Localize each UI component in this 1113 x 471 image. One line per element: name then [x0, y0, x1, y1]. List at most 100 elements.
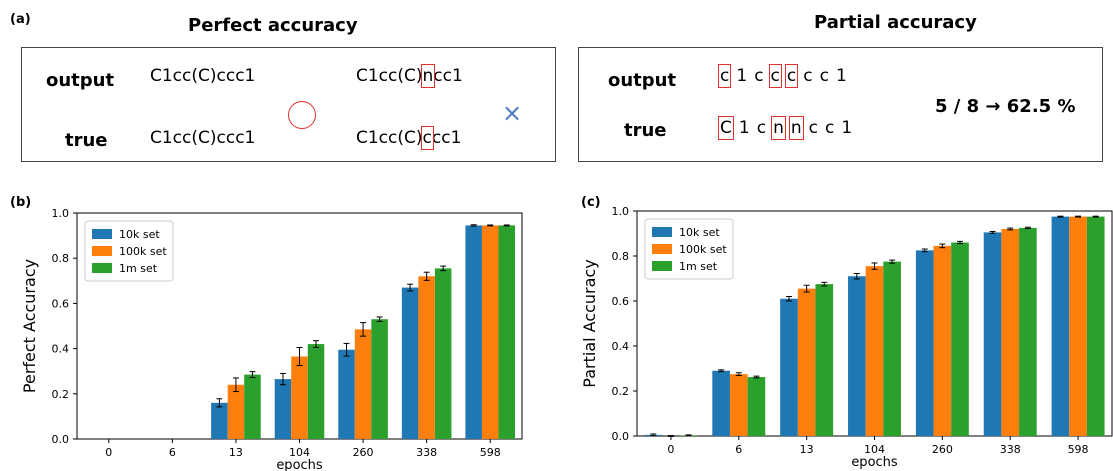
legend-swatch — [92, 263, 112, 273]
bar-100k-set-598 — [1069, 216, 1087, 436]
y-axis-label: Partial Accuracy — [580, 259, 599, 387]
bar-10k-set-104 — [848, 276, 866, 436]
bar-1m-set-598 — [1086, 216, 1105, 436]
x-tick-label: 260 — [932, 443, 953, 456]
bar-100k-set-104 — [291, 356, 308, 439]
example1-true-smiles: C1cc(C)ccc1 — [150, 128, 256, 148]
bar-10k-set-6 — [712, 370, 730, 436]
legend-entry: 1m set — [119, 262, 158, 275]
legend-entry: 10k set — [119, 228, 160, 241]
partial-output-token: 1 — [736, 66, 748, 86]
bar-10k-set-598 — [1051, 216, 1070, 436]
bar-1m-set-338 — [1019, 227, 1037, 436]
example2-output-mismatch: n — [420, 64, 436, 88]
partial-output-token: c — [803, 66, 813, 86]
bar-100k-set-13 — [227, 384, 245, 439]
y-tick-label: 0.6 — [612, 295, 630, 308]
cross-icon: × — [502, 99, 523, 127]
x-tick-label: 6 — [735, 443, 742, 456]
bar-100k-set-104 — [865, 266, 884, 436]
x-tick-label: 13 — [800, 443, 814, 456]
y-tick-label: 1.0 — [52, 207, 70, 220]
y-axis-label: Perfect Accuracy — [20, 259, 39, 393]
circle-icon — [288, 101, 316, 129]
x-axis-label: epochs — [276, 458, 323, 471]
bar-10k-set-260 — [915, 250, 934, 436]
x-tick-label: 0 — [105, 446, 112, 459]
x-tick-label: 260 — [353, 446, 374, 459]
legend-swatch — [92, 246, 112, 256]
x-tick-label: 13 — [229, 446, 243, 459]
example1-output-smiles: C1cc(C)ccc1 — [150, 66, 256, 86]
partial-output-token-highlighted: c — [717, 64, 732, 88]
y-tick-label: 0.8 — [612, 250, 630, 263]
example2-output-suffix: cc1 — [433, 66, 463, 86]
partial-output-token-highlighted: c — [768, 64, 782, 88]
x-axis-label: epochs — [851, 455, 898, 470]
example2-true-suffix: cc1 — [431, 128, 462, 148]
bar-100k-set-260 — [354, 329, 372, 439]
bar-100k-set-6 — [729, 374, 748, 436]
panel-c-label: (c) — [581, 195, 601, 210]
y-tick-label: 0.2 — [612, 385, 630, 398]
y-tick-label: 0.4 — [612, 340, 630, 353]
perfect-accuracy-title: Perfect accuracy — [188, 15, 358, 36]
x-tick-label: 104 — [289, 446, 310, 459]
y-tick-label: 0.0 — [52, 433, 70, 446]
y-tick-label: 0.6 — [52, 297, 70, 310]
panel-b-label: (b) — [10, 195, 32, 210]
legend-swatch — [652, 244, 672, 254]
example2-output-smiles: C1cc(C)ncc1 — [356, 64, 463, 88]
perfect-accuracy-chart: 0.0 0.2 0.4 0.6 0.8 1.0 0 6 13 104 260 338 598 epochs… — [20, 207, 523, 471]
bar-10k-set-598 — [465, 225, 482, 439]
bar-10k-set-338 — [983, 232, 1002, 436]
y-tick-label: 1.0 — [612, 205, 630, 218]
bar-10k-set-338 — [401, 287, 419, 439]
perfect-output-label: output — [46, 70, 115, 91]
bar-10k-set-260 — [338, 349, 355, 439]
bar-1m-set-260 — [951, 242, 969, 436]
legend-entry: 10k set — [679, 226, 720, 239]
y-tick-label: 0.8 — [52, 252, 70, 265]
partial-accuracy-box — [578, 47, 1103, 162]
partial-output-token-highlighted: c — [784, 64, 799, 88]
example2-true-prefix: C1cc(C) — [356, 128, 423, 148]
partial-output-token: c — [754, 66, 764, 86]
bar-1m-set-104 — [307, 344, 325, 439]
perfect-accuracy-box — [21, 47, 556, 162]
legend-swatch — [652, 261, 672, 271]
bar-100k-set-598 — [481, 225, 499, 439]
y-tick-label: 0.2 — [52, 388, 70, 401]
bar-10k-set-13 — [211, 402, 228, 439]
example2-output-prefix: C1cc(C) — [356, 66, 423, 86]
bar-100k-set-338 — [418, 276, 435, 439]
partial-output-token: 1 — [835, 66, 847, 86]
x-tick-label: 0 — [667, 443, 674, 456]
bar-1m-set-598 — [498, 225, 516, 439]
partial-accuracy-result: 5 / 8 → 62.5 % — [935, 96, 1076, 117]
example2-true-mismatch: c — [420, 126, 434, 150]
partial-true-token: c — [808, 118, 818, 138]
panel-a-label: (a) — [10, 12, 31, 27]
bar-10k-set-13 — [780, 298, 798, 436]
legend-entry: 100k set — [119, 245, 167, 258]
x-tick-label: 338 — [1000, 443, 1021, 456]
bar-100k-set-13 — [797, 288, 816, 436]
partial-output-token: c — [819, 66, 829, 86]
y-tick-label: 0.4 — [52, 343, 70, 356]
partial-output-label: output — [608, 70, 677, 91]
partial-accuracy-chart: 0.0 0.2 0.4 0.6 0.8 1.0 0 6 13 104 260 338 598 epochs… — [580, 205, 1113, 470]
bar-1m-set-13 — [244, 374, 261, 439]
x-tick-label: 104 — [864, 443, 885, 456]
legend-entry: 1m set — [679, 260, 718, 273]
bar-1m-set-260 — [371, 319, 388, 439]
partial-true-token: 1 — [738, 118, 750, 138]
bar-1m-set-104 — [883, 261, 901, 436]
partial-true-token: c — [824, 118, 835, 138]
legend-entry: 100k set — [679, 243, 727, 256]
bar-10k-set-104 — [274, 379, 292, 439]
x-tick-label: 6 — [169, 446, 176, 459]
partial-true-token-highlighted: n — [771, 116, 786, 140]
partial-true-token: 1 — [841, 118, 853, 138]
